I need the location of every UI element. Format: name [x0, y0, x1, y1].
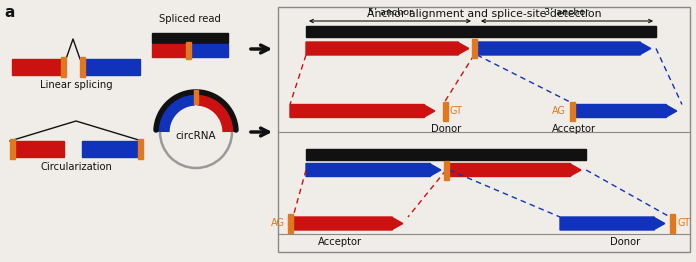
- FancyArrow shape: [560, 217, 665, 230]
- Text: Anchor alignment and splice-site detection: Anchor alignment and splice-site detecti…: [367, 9, 601, 19]
- Bar: [152, 33, 228, 43]
- Bar: [670, 214, 675, 233]
- FancyArrow shape: [449, 163, 581, 177]
- Text: Circularization: Circularization: [40, 162, 112, 172]
- Bar: [61, 57, 66, 77]
- FancyArrow shape: [306, 42, 469, 55]
- Text: 3’ anchor: 3’ anchor: [544, 8, 590, 17]
- Bar: [152, 44, 188, 57]
- FancyArrow shape: [290, 105, 435, 117]
- Text: GT: GT: [450, 106, 463, 116]
- Text: a: a: [4, 5, 15, 20]
- Text: AG: AG: [271, 219, 285, 228]
- Text: Linear splicing: Linear splicing: [40, 80, 112, 90]
- Bar: [472, 39, 477, 58]
- Text: 5’ anchor: 5’ anchor: [367, 8, 413, 17]
- Bar: [194, 90, 198, 104]
- Bar: [138, 139, 143, 159]
- FancyArrow shape: [575, 105, 677, 117]
- Bar: [12, 59, 64, 75]
- Bar: [188, 44, 228, 57]
- Text: Acceptor: Acceptor: [318, 237, 362, 247]
- Bar: [80, 57, 85, 77]
- Bar: [288, 214, 293, 233]
- Bar: [82, 141, 140, 157]
- Text: GT: GT: [677, 219, 690, 228]
- FancyArrow shape: [306, 163, 441, 177]
- Text: AG: AG: [552, 106, 566, 116]
- Bar: [12, 141, 64, 157]
- Text: circRNA: circRNA: [175, 131, 216, 141]
- Bar: [82, 59, 140, 75]
- Bar: [443, 101, 448, 121]
- Bar: [444, 161, 449, 179]
- Bar: [10, 139, 15, 159]
- Text: Spliced read: Spliced read: [159, 14, 221, 24]
- FancyArrow shape: [477, 42, 651, 55]
- Bar: [186, 42, 191, 59]
- Text: Donor: Donor: [610, 237, 640, 247]
- Bar: [570, 101, 575, 121]
- Bar: [278, 7, 690, 252]
- FancyArrow shape: [293, 217, 403, 230]
- Text: Acceptor: Acceptor: [552, 123, 596, 134]
- Bar: [306, 149, 586, 160]
- Text: Donor: Donor: [431, 123, 461, 134]
- Bar: [306, 26, 656, 37]
